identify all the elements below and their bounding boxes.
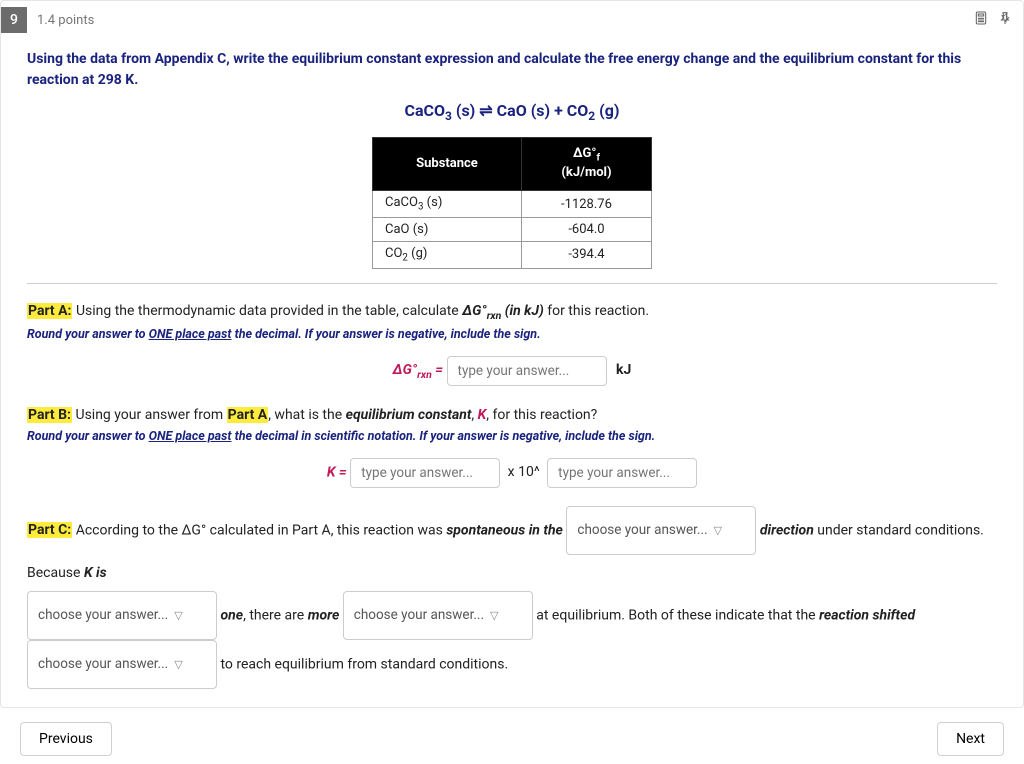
part-c-shift-select[interactable]: choose your answer...▽ <box>27 640 217 689</box>
part-b-hint: Round your answer to ONE place past the … <box>27 428 997 446</box>
chevron-down-icon: ▽ <box>174 609 182 622</box>
x10-label: x 10^ <box>504 464 544 480</box>
chevron-down-icon: ▽ <box>490 609 498 622</box>
kj-unit: kJ <box>610 362 631 378</box>
thermo-data-table: Substance ΔG°f(kJ/mol) CaCO3 (s)-1128.76… <box>372 137 652 268</box>
part-a-prompt: Part A: Using the thermodynamic data pro… <box>27 300 997 325</box>
next-button[interactable]: Next <box>937 722 1004 756</box>
part-a-answer-row: ΔG°rxn = kJ <box>27 356 997 386</box>
part-a-hint: Round your answer to ONE place past the … <box>27 326 997 344</box>
part-b-prompt: Part B: Using your answer from Part A, w… <box>27 404 997 426</box>
question-header: 9 1.4 points <box>1 1 1023 39</box>
part-b-mantissa-input[interactable] <box>350 458 500 488</box>
part-c-direction-select[interactable]: choose your answer...▽ <box>566 506 756 555</box>
previous-button[interactable]: Previous <box>20 722 112 756</box>
part-c-compare-select[interactable]: choose your answer...▽ <box>27 591 217 640</box>
calculator-icon[interactable] <box>973 10 989 30</box>
table-row: CaCO3 (s)-1128.76 <box>373 191 652 218</box>
question-prompt: Using the data from Appendix C, write th… <box>27 49 997 91</box>
question-points: 1.4 points <box>37 13 94 28</box>
question-number: 9 <box>1 7 27 33</box>
pin-icon[interactable] <box>997 10 1013 30</box>
nav-footer: Previous Next <box>0 708 1024 764</box>
part-b-exponent-input[interactable] <box>547 458 697 488</box>
delta-g-label: ΔG°rxn = <box>393 362 443 378</box>
part-c-prompt: Part C: According to the ΔG° calculated … <box>27 506 997 690</box>
chevron-down-icon: ▽ <box>174 658 182 671</box>
table-header-value: ΔG°f(kJ/mol) <box>521 138 651 191</box>
table-row: CaO (s)-604.0 <box>373 217 652 241</box>
reaction-equation: CaCO3 (s) ⇌ CaO (s) + CO2 (g) <box>27 101 997 123</box>
part-b-answer-row: K = x 10^ <box>27 458 997 488</box>
divider <box>27 283 997 284</box>
part-a-input[interactable] <box>447 356 607 386</box>
table-header-substance: Substance <box>373 138 522 191</box>
part-c-more-select[interactable]: choose your answer...▽ <box>343 591 533 640</box>
table-row: CO2 (g)-394.4 <box>373 241 652 268</box>
chevron-down-icon: ▽ <box>714 524 722 537</box>
k-label: K = <box>327 464 347 480</box>
